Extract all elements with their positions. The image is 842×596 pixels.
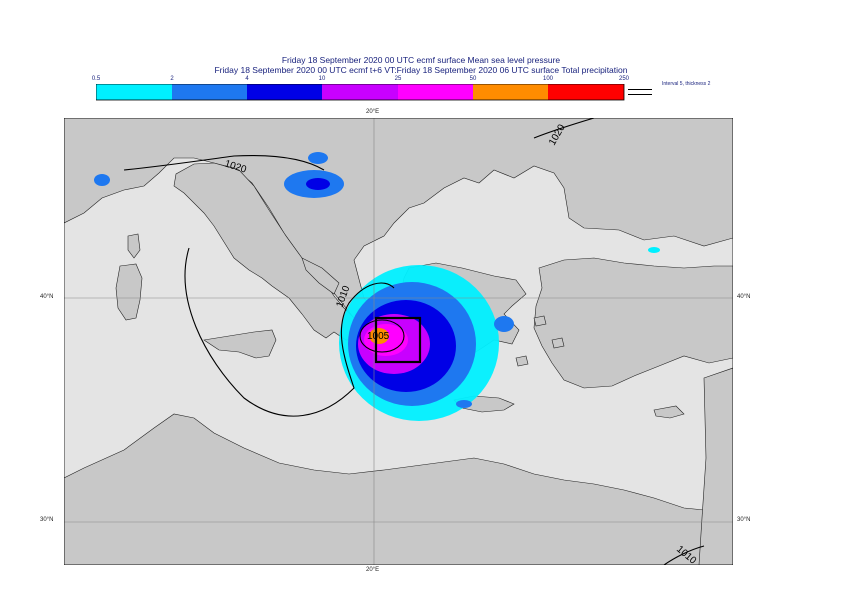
turkey [533,257,733,389]
aegean-island-1 [533,315,547,327]
legend-note: Interval 5, thickness 2 [662,81,711,87]
cyprus [653,405,685,419]
legend-box-0 [96,84,172,100]
isobar-1020-west [123,154,325,171]
sardinia [115,263,143,321]
isobar-1010-se [663,545,705,565]
legend-box-2 [247,84,322,100]
legend-tick-2: 4 [245,76,249,82]
corsica [127,233,141,259]
precip-spot-aegean [494,316,514,332]
map-title-line1: Friday 18 September 2020 00 UTC ecmf sur… [281,55,561,65]
legend-tick-1: 2 [170,76,174,82]
right-lat-40-label: 40°N [737,294,751,300]
precip-spot-adriatic-core [306,178,330,190]
italy-heel [301,257,340,295]
isobar-1020-east [533,118,595,139]
map-panel: 1020 1020 1010 1010 1005 [64,118,733,565]
legend-tick-4: 25 [394,76,402,82]
aegean-island-3 [515,355,529,367]
isobar-1010 [184,247,395,417]
legend-box-3 [322,84,398,100]
legend-tick-0: 0.5 [91,76,101,82]
precip-spot-crete [456,400,472,408]
right-lat-30-label: 30°N [737,517,751,523]
aegean-island-2 [551,337,565,349]
legend-isobar-sample [628,89,652,90]
legend-box-6 [548,84,624,100]
sicily [203,329,277,359]
legend-box-5 [473,84,548,100]
levant [698,367,733,565]
legend-box-1 [172,84,247,100]
top-lon-label: 20°E [366,109,380,115]
legend-tick-7: 250 [618,76,630,82]
isobar-label-1005: 1005 [367,331,390,342]
left-lat-30-label: 30°N [40,517,54,523]
legend-tick-5: 50 [469,76,477,82]
precipitation-legend [96,84,625,101]
isobar-1005 [359,319,405,353]
graticule [64,118,733,565]
isobars [123,118,705,565]
legend-isobar-sample-2 [628,94,652,95]
northern-landmass [64,118,733,324]
left-lat-40-label: 40°N [40,294,54,300]
north-africa [64,413,733,565]
map-title-line2: Friday 18 September 2020 00 UTC ecmf t+6… [214,65,628,75]
precip-spot-alps [94,174,110,186]
legend-box-4 [398,84,473,100]
bottom-lon-label: 20°E [366,567,380,573]
legend-tick-3: 10 [318,76,326,82]
precip-spot-east [648,247,660,253]
focus-box [374,316,422,364]
precip-spot-balkans [308,152,328,164]
legend-tick-6: 100 [542,76,554,82]
